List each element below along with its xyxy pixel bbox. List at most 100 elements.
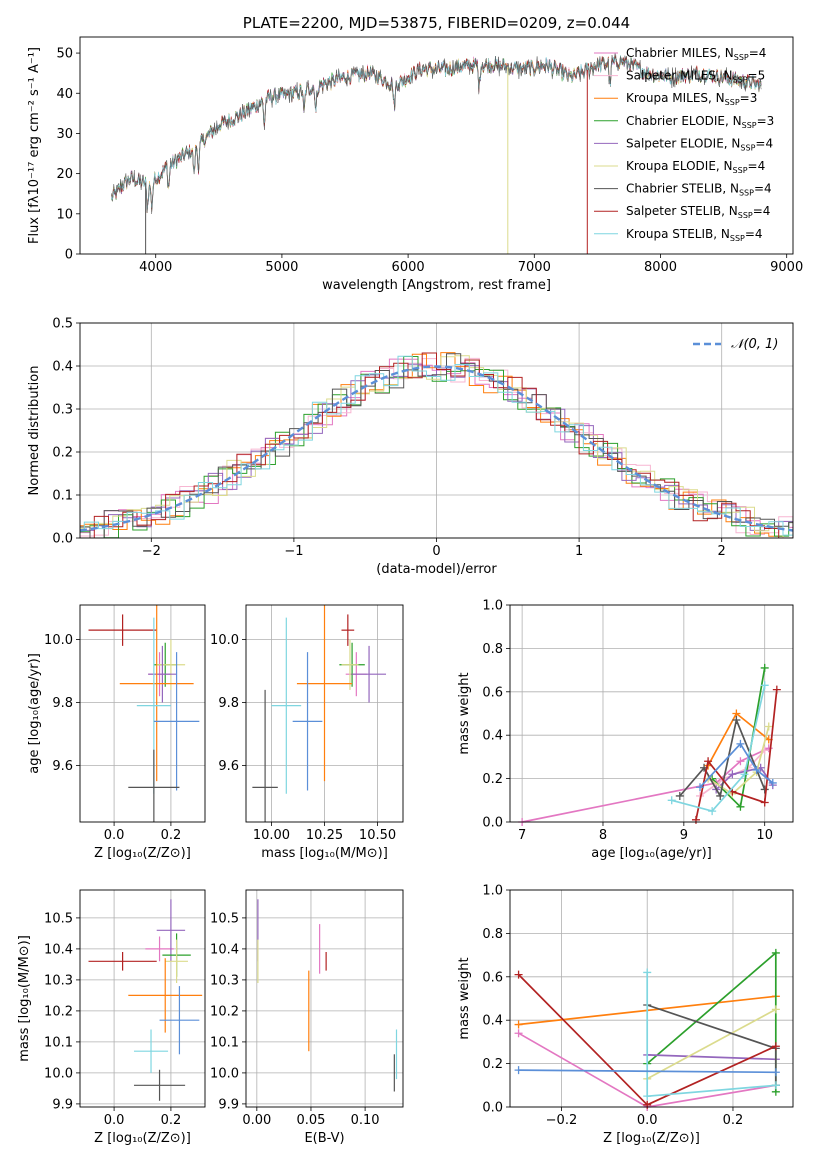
legend-entry: Kroupa MILES, NSSP=3 [626, 91, 757, 107]
weight-marker [764, 744, 773, 753]
y-tick-label: 9.8 [52, 696, 73, 711]
legend-entry: Salpeter MILES, NSSP=5 [626, 69, 765, 85]
spectrum-xlabel: wavelength [Angstrom, rest frame] [322, 278, 551, 293]
weight-marker [704, 757, 713, 766]
y-tick-label: 0.2 [52, 446, 73, 461]
weight-marker [760, 681, 769, 690]
mass_vs_Z-points [88, 899, 203, 1101]
weight-marker [643, 1100, 652, 1109]
y-tick-label: 10.4 [44, 942, 73, 957]
age_vs_mass-axes: 10.00 10.25 10.50 9.6 9.8 10.0 mass [log₁₀(M/M… [210, 605, 403, 861]
spectrum-axes: 4000 5000 6000 7000 8000 9000 0 10 20 30 40 50 wavel… [27, 47, 803, 293]
x-tick-label: 0.0 [637, 1113, 658, 1128]
weight-marker [643, 1092, 652, 1101]
y-tick-label: 10.0 [210, 633, 239, 648]
y-tick-label: 10.5 [44, 911, 73, 926]
y-tick-label: 9.6 [218, 759, 239, 774]
age_vs_mass-xlabel: mass [log₁₀(M/M⊙)] [261, 846, 388, 861]
weight-marker [736, 739, 745, 748]
weight_vs_age-series [518, 663, 781, 826]
x-tick-label: 0.2 [161, 1113, 182, 1128]
y-tick-label: 10.0 [44, 1066, 73, 1081]
x-tick-label: 0.2 [723, 1113, 744, 1128]
y-tick-label: 0.0 [482, 1101, 503, 1116]
weight-marker [736, 757, 745, 766]
mass_vs_Z-ylabel: mass [log₁₀(M/M⊙)] [17, 935, 32, 1062]
y-tick-label: 10.1 [210, 1035, 239, 1050]
legend-entry: Chabrier ELODIE, NSSP=3 [626, 114, 774, 130]
y-tick-label: 9.6 [52, 759, 73, 774]
x-tick-label: 9000 [770, 260, 803, 275]
weight_vs_Z-ylabel: mass weight [457, 957, 472, 1039]
weight-series [707, 726, 770, 795]
y-tick-label: 50 [56, 47, 73, 62]
weight-marker [768, 778, 777, 787]
age_vs_Z-ylabel: age [log₁₀(age/yr)] [27, 653, 42, 774]
x-tick-label: 2 [718, 544, 726, 559]
residual-legend: 𝒩(0, 1) [693, 337, 778, 352]
y-tick-label: 0.8 [482, 927, 503, 942]
y-tick-label: 20 [56, 167, 73, 182]
weight-marker [708, 807, 717, 816]
y-tick-label: 0.4 [482, 1014, 503, 1029]
y-tick-label: 0.2 [482, 1057, 503, 1072]
y-tick-label: 9.8 [218, 696, 239, 711]
x-tick-label: −0.2 [546, 1113, 578, 1128]
weight-series [646, 1008, 777, 1080]
x-tick-label: 0.2 [161, 828, 182, 843]
y-tick-label: 10.5 [210, 911, 239, 926]
legend-entry: Chabrier MILES, NSSP=4 [626, 46, 766, 62]
x-tick-label: 0.10 [351, 1113, 380, 1128]
weight-marker [740, 770, 749, 779]
weight-marker [514, 1029, 523, 1038]
weight-series [679, 717, 766, 799]
plot-frame [509, 604, 794, 823]
legend-entry: Salpeter ELODIE, NSSP=4 [626, 136, 773, 152]
residuals-ylabel: Normed distribution [27, 366, 42, 496]
weight-marker [728, 770, 737, 779]
age_vs_mass-points [252, 605, 387, 822]
weight-marker [514, 1020, 523, 1029]
weight-marker [514, 970, 523, 979]
y-tick-label: 9.9 [52, 1097, 73, 1112]
plot-frame [509, 889, 794, 1108]
x-tick-label: 0.05 [296, 1113, 325, 1128]
y-tick-label: 9.9 [218, 1097, 239, 1112]
mass_vs_Z-axes: 0.0 0.2 9.9 10.0 10.1 10.2 10.3 10.4 10.5 Z [log₁… [17, 890, 205, 1146]
weight-marker [732, 716, 741, 725]
residual-histogram [80, 356, 793, 538]
y-tick-label: 0.3 [52, 403, 73, 418]
weight-series [671, 685, 766, 813]
y-tick-label: 10.3 [210, 973, 239, 988]
plot-frame [79, 889, 206, 1108]
y-tick-label: 0.6 [482, 970, 503, 985]
x-tick-label: 0.0 [104, 828, 125, 843]
residual-histogram [80, 355, 793, 538]
y-tick-label: 0.0 [52, 532, 73, 547]
y-tick-label: 0.6 [482, 685, 503, 700]
plot-frame [245, 604, 404, 823]
weight-marker [643, 968, 652, 977]
x-tick-label: 4000 [139, 260, 172, 275]
weight-marker [691, 815, 700, 824]
age_vs_Z-axes: 0.0 0.2 9.6 9.8 10.0 Z [log₁₀(Z/Z⊙)] age [log₁… [27, 605, 205, 861]
weight-series [647, 1054, 776, 1061]
x-tick-label: 8 [599, 828, 607, 843]
x-tick-label: 10.25 [306, 828, 343, 843]
y-tick-label: 10 [56, 207, 73, 222]
y-tick-label: 0 [65, 248, 73, 263]
legend-entry: 𝒩(0, 1) [731, 337, 778, 352]
x-tick-label: 0.00 [242, 1113, 271, 1128]
weight-marker [772, 685, 781, 694]
weight-marker [771, 1068, 780, 1077]
y-tick-label: 10.2 [44, 1004, 73, 1019]
x-tick-label: 10 [756, 828, 773, 843]
weight_vs_Z-series [514, 948, 780, 1111]
spectrum-legend: Chabrier MILES, NSSP=4 Salpeter MILES, NS… [594, 46, 774, 243]
x-tick-label: 0.0 [104, 1113, 125, 1128]
weight-marker [716, 791, 725, 800]
legend-entry: Salpeter STELIB, NSSP=4 [626, 204, 770, 220]
y-tick-label: 40 [56, 87, 73, 102]
weight_vs_age-xlabel: age [log₁₀(age/yr)] [591, 846, 712, 861]
